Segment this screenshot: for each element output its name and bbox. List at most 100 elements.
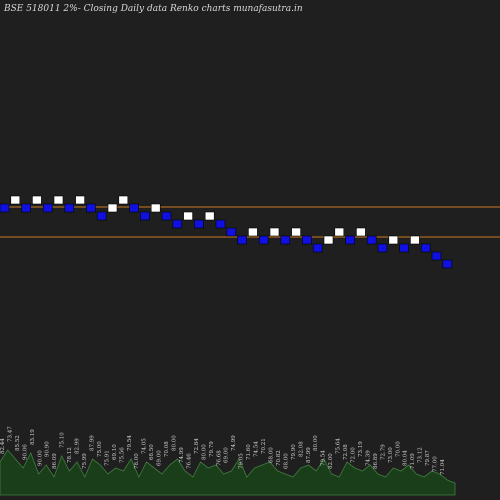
volume-label: 79.79 — [209, 441, 215, 457]
brick-down — [442, 259, 453, 269]
volume-area — [0, 449, 456, 496]
brick-up — [75, 195, 85, 205]
volume-label: 68.00 — [283, 453, 289, 469]
volume-label: 70.08 — [164, 441, 170, 457]
brick-up — [410, 235, 420, 245]
volume-label: 71.09 — [410, 453, 416, 469]
brick-up — [248, 227, 258, 237]
volume-label: 90.00 — [37, 450, 43, 466]
volume-label: 87.99 — [306, 447, 312, 463]
volume-label: 90.06 — [22, 444, 28, 460]
brick-down — [0, 203, 10, 213]
brick-up — [356, 227, 366, 237]
volume-label: 75.56 — [119, 447, 125, 463]
brick-up — [334, 227, 345, 237]
volume-label: 79.54 — [127, 435, 133, 451]
brick-down — [215, 219, 226, 229]
brick-down — [312, 243, 323, 253]
volume-label: 70.00 — [395, 441, 401, 457]
volume-label: 86.09 — [52, 453, 58, 469]
volume-label: 75.99 — [82, 453, 88, 469]
volume-label: 73.12 — [418, 447, 424, 463]
volume-label: 75.00 — [97, 441, 103, 457]
brick-down — [140, 211, 150, 221]
volume-label: 73.47 — [8, 426, 14, 442]
volume-label: 72.00 — [351, 447, 357, 463]
volume-label: 68.50 — [149, 444, 155, 460]
volume-label: 85.52 — [15, 435, 21, 451]
brick-down — [194, 219, 204, 229]
brick-down — [431, 251, 442, 261]
volume-label: 79.05 — [239, 453, 245, 469]
volume-label: 71.04 — [440, 459, 446, 475]
volume-label: 76.46 — [186, 453, 192, 469]
brick-up — [32, 195, 42, 205]
volume-label: 74.99 — [231, 435, 237, 451]
volume-label: 78.00 — [134, 453, 140, 469]
brick-up — [388, 235, 399, 245]
volume-label: 70.21 — [261, 438, 267, 454]
volume-label: 75.64 — [336, 438, 342, 454]
brick-down — [64, 203, 75, 213]
brick-up — [118, 195, 129, 205]
brick-down — [161, 211, 172, 221]
brick-down — [399, 243, 409, 253]
brick-down — [420, 243, 431, 253]
volume-area-path — [0, 449, 456, 496]
brick-down — [129, 203, 139, 213]
brick-down — [302, 235, 312, 245]
volume-label: 82.99 — [75, 438, 81, 454]
volume-label: 79.54 — [321, 450, 327, 466]
brick-up — [204, 211, 215, 221]
volume-label: 73.19 — [358, 441, 364, 457]
brick-up — [107, 203, 118, 213]
brick-down — [21, 203, 31, 213]
volume-label: 80.04 — [403, 450, 409, 466]
brick-down — [172, 219, 183, 229]
volume-label: 68.00 — [269, 447, 275, 463]
renko-bricks — [0, 195, 453, 269]
volume-label: 83.19 — [30, 429, 36, 445]
volume-label: 75.91 — [104, 450, 110, 466]
brick-up — [183, 211, 193, 221]
volume-label: 72.84 — [194, 438, 200, 454]
volume-label: 75.10 — [60, 432, 66, 448]
volume-label: 69.00 — [224, 447, 230, 463]
volume-label: 87.99 — [90, 435, 96, 451]
brick-up — [150, 203, 161, 213]
volume-label: 71.60 — [246, 444, 252, 460]
volume-label: 79.90 — [291, 444, 297, 460]
volume-label: 69.00 — [157, 450, 163, 466]
brick-down — [345, 235, 355, 245]
volume-label: 82.00 — [328, 453, 334, 469]
volume-label: 69.10 — [112, 444, 118, 460]
volume-label: 80.00 — [172, 435, 178, 451]
volume-label: 74.99 — [179, 447, 185, 463]
brick-up — [10, 195, 21, 205]
volume-label: 72.08 — [343, 444, 349, 460]
volume-label: 74.05 — [142, 438, 148, 454]
brick-up — [53, 195, 64, 205]
brick-down — [42, 203, 53, 213]
brick-down — [237, 235, 247, 245]
volume-label: 72.79 — [380, 444, 386, 460]
brick-up — [323, 235, 334, 245]
brick-down — [86, 203, 96, 213]
volume-label: 77.00 — [433, 456, 439, 472]
volume-label: 76.68 — [216, 450, 222, 466]
brick-down — [96, 211, 107, 221]
brick-up — [269, 227, 280, 237]
brick-up — [291, 227, 301, 237]
volume-label: 86.89 — [373, 453, 379, 469]
brick-down — [366, 235, 377, 245]
volume-label: 74.54 — [254, 441, 260, 457]
volume-label: 82.08 — [298, 441, 304, 457]
chart-title: BSE 518011 2%- Closing Daily data Renko … — [4, 4, 303, 14]
brick-down — [280, 235, 291, 245]
brick-down — [377, 243, 388, 253]
volume-label: 74.39 — [365, 450, 371, 466]
volume-labels: 82.4473.4785.5290.0683.1990.0090.9086.09… — [0, 426, 446, 475]
volume-label: 82.44 — [0, 438, 6, 454]
volume-label: 80.00 — [201, 444, 207, 460]
